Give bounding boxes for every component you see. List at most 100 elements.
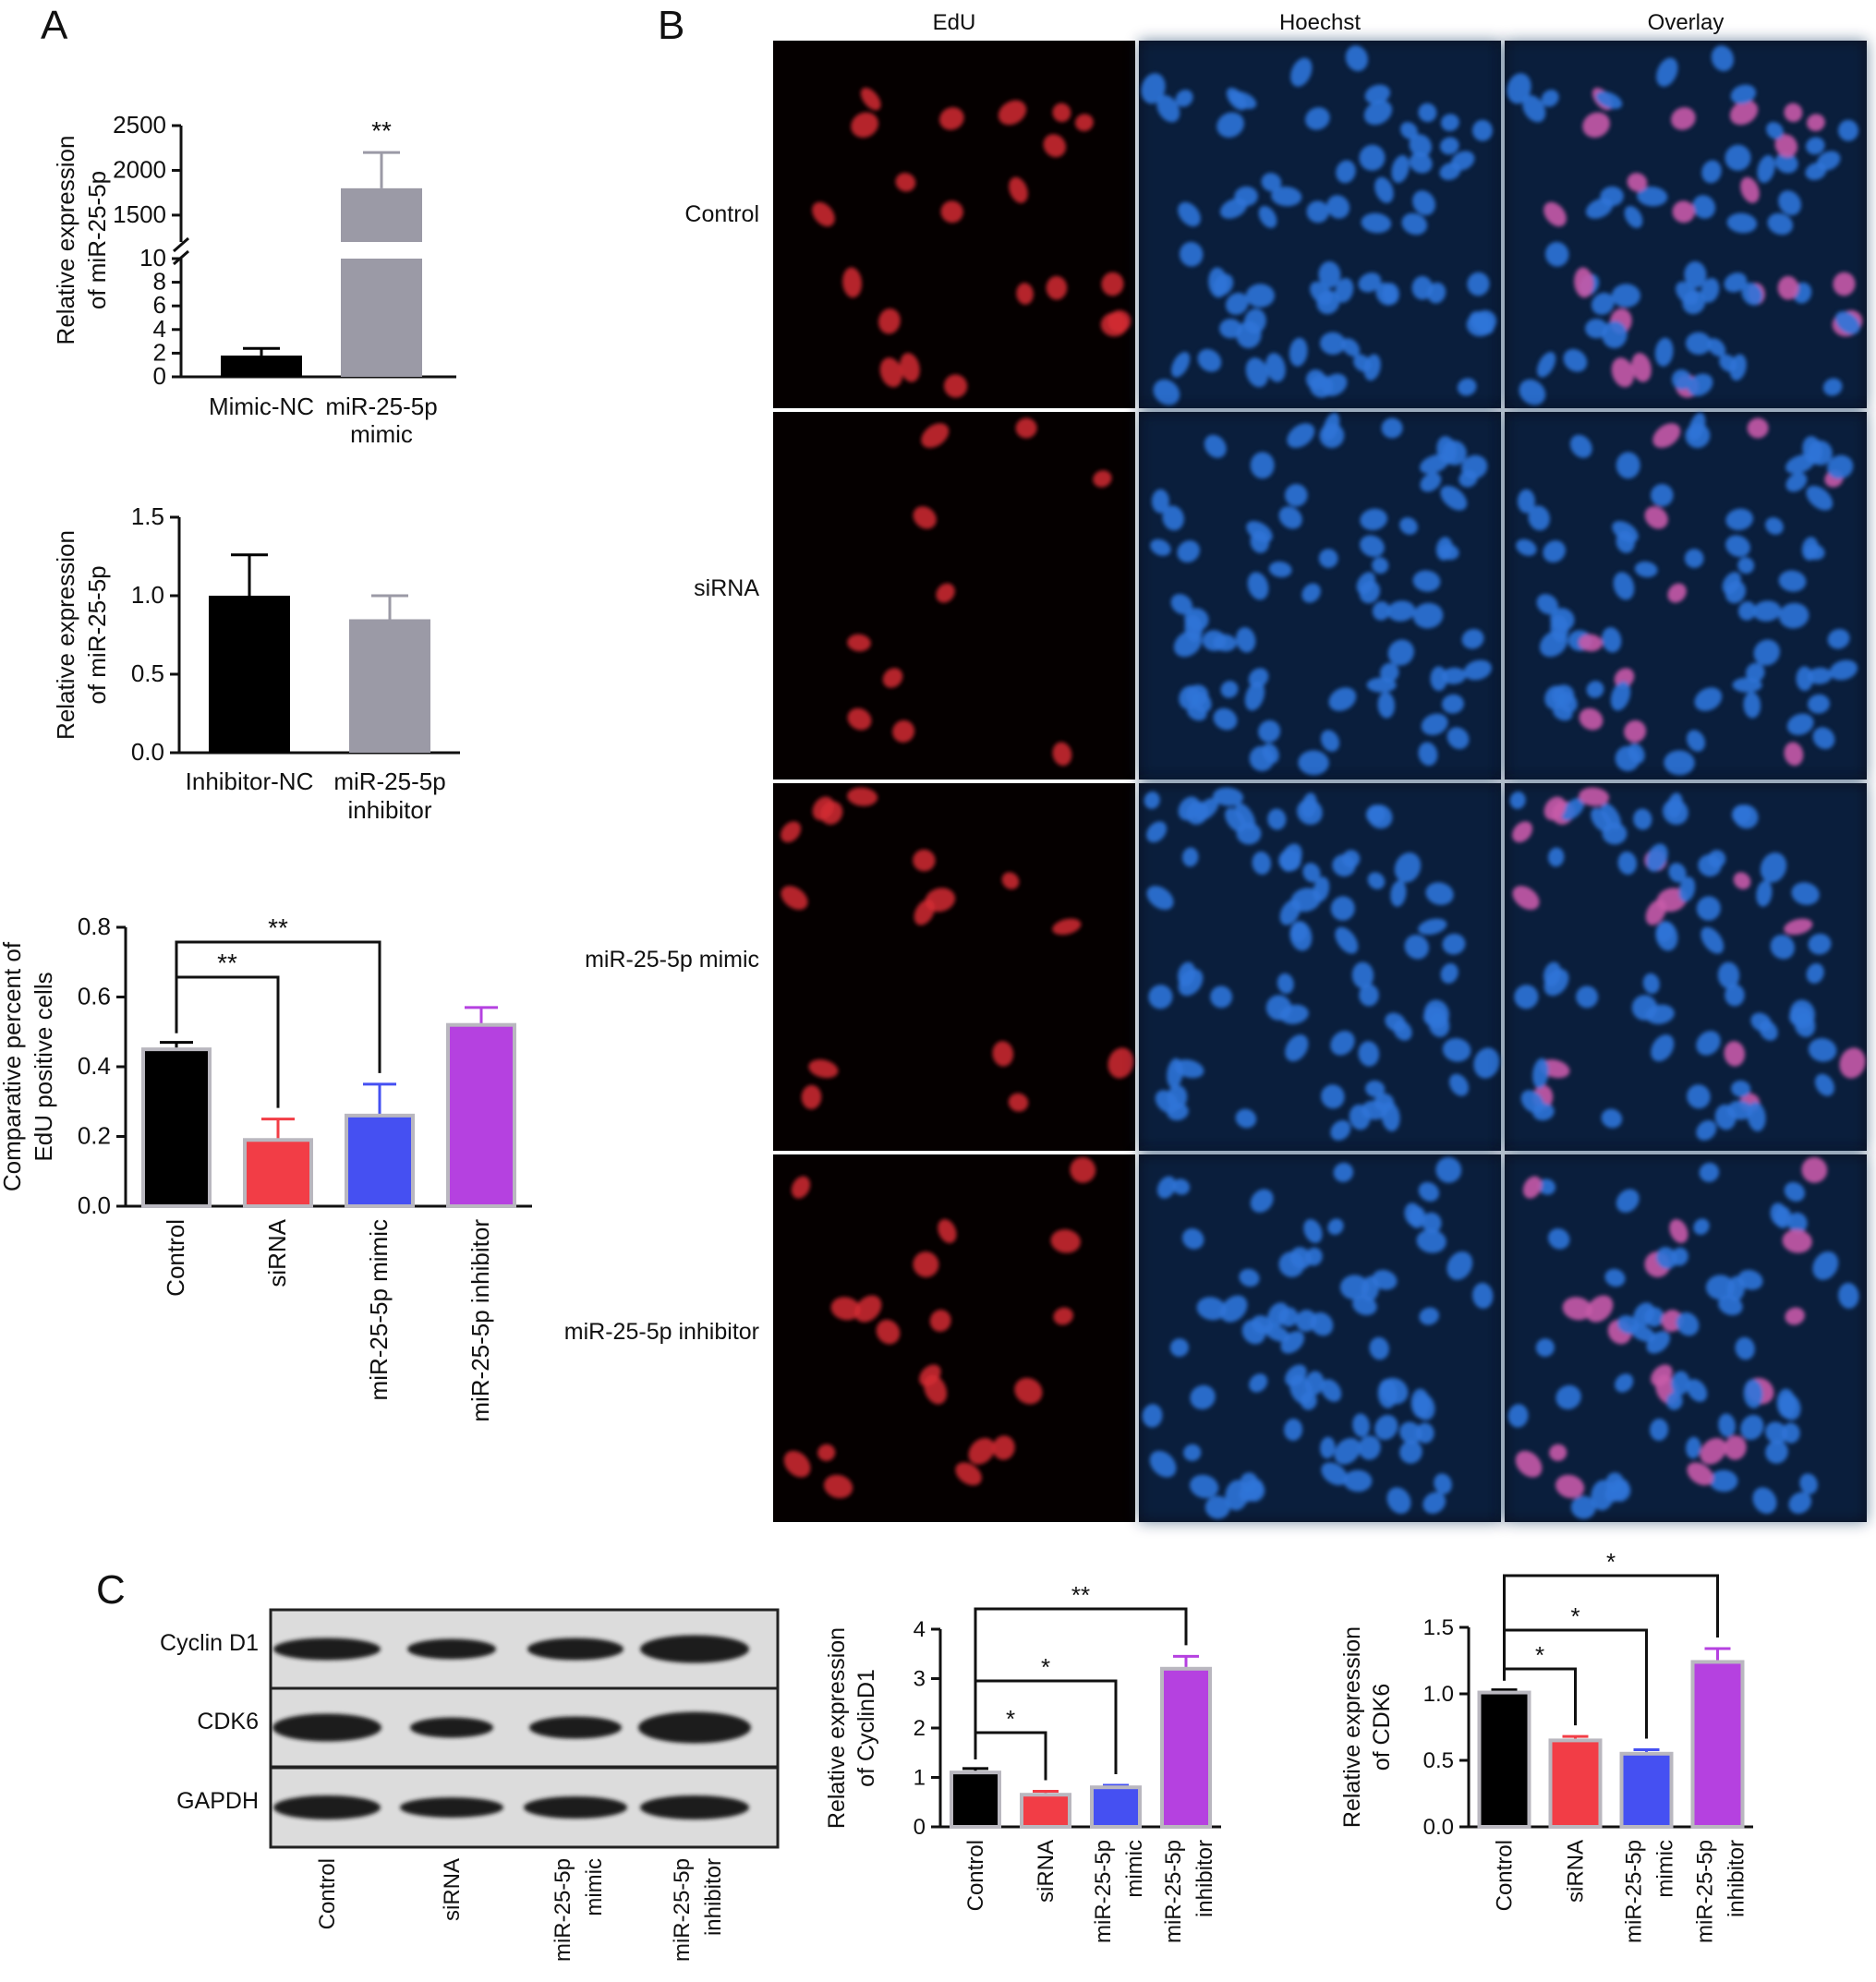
bar [341, 259, 422, 377]
lane-label: miR-25-5p [670, 1858, 695, 1962]
bars [950, 1654, 1212, 1830]
edu-nucleus [1016, 283, 1034, 305]
hoechst-nucleus [1170, 352, 1191, 378]
bar [345, 1113, 415, 1208]
hoechst-nucleus [1335, 278, 1354, 303]
bands-layer [273, 1795, 749, 1819]
column-headers: EdU Hoechst Overlay [933, 10, 1725, 35]
x-tick-label: Control [162, 1219, 189, 1297]
hoechst-nucleus [1461, 454, 1488, 479]
bar [1477, 1690, 1531, 1830]
edu-nucleus [919, 1364, 941, 1386]
overlay-nucleus [1701, 160, 1722, 184]
overlay-nucleus [1687, 373, 1713, 396]
hoechst-nucleus [1285, 1364, 1307, 1386]
edu-nucleus [892, 719, 915, 743]
edu-nucleus [929, 1310, 951, 1332]
hoechst-nucleus [1352, 1295, 1377, 1316]
overlay-nucleus [1672, 200, 1695, 224]
hoechst-nucleus [1150, 538, 1171, 556]
hoechst-nucleus [1245, 357, 1269, 388]
overlay-nucleus [1784, 103, 1803, 123]
hoechst-nucleus [1372, 557, 1389, 574]
significance-stars: * [1570, 1602, 1579, 1630]
hoechst-nucleus [1418, 103, 1437, 123]
row-label: miR-25-5p inhibitor [564, 1319, 759, 1345]
bars: ** [221, 116, 422, 377]
hoechst-nucleus [1375, 282, 1398, 306]
x-tick-label: Control [1493, 1840, 1518, 1911]
significance-stars: ** [217, 949, 237, 977]
overlay-nucleus [1725, 535, 1750, 558]
protein-band [527, 1638, 623, 1661]
x-label-group: miR-25-5p mimic [365, 1219, 393, 1400]
x-label-group: siRNA [1564, 1840, 1589, 1903]
significance-stars: ** [1071, 1581, 1090, 1609]
edu-nucleus [1101, 272, 1124, 296]
lane-label: Control [315, 1858, 340, 1929]
y-tick-label: 4 [914, 1617, 926, 1642]
edu-nucleus [1008, 1093, 1029, 1112]
overlay-nucleus [1735, 1336, 1755, 1360]
hoechst-nucleus [1413, 1393, 1435, 1420]
overlay-nucleus [1743, 692, 1761, 719]
lane-label-group: Control [315, 1858, 340, 1929]
column-header: EdU [933, 10, 976, 35]
nuclei-layer [812, 87, 1132, 398]
column-header: Overlay [1648, 10, 1725, 35]
y-tick-label: 0.2 [78, 1122, 111, 1150]
nuclei-layer [847, 417, 1112, 767]
overlay-nucleus [1778, 190, 1802, 216]
edu-nucleus [879, 357, 903, 388]
significance-bracket [974, 1607, 1188, 1759]
overlay-nucleus [1669, 1219, 1688, 1243]
overlay-nucleus [1686, 730, 1706, 752]
hoechst-nucleus [1363, 100, 1393, 126]
hoechst-nucleus [1305, 369, 1326, 391]
edu-nucleus [913, 1251, 939, 1277]
lane-label-group: miR-25-5p inhibitor [670, 1858, 726, 1962]
significance-brackets: * * * [1503, 1548, 1719, 1739]
bar [209, 596, 290, 753]
edu-nucleus [817, 1444, 836, 1461]
overlay-nucleus [1724, 1041, 1746, 1067]
edu-nucleus [1009, 176, 1028, 203]
overlay-nucleus [1747, 417, 1769, 439]
blot-strip [269, 1766, 780, 1849]
x-tick-label: mimic [1122, 1840, 1147, 1898]
image-tile [773, 783, 1135, 1151]
edu-nucleus [895, 173, 916, 192]
y-label-group: Relative expression of CDK6 [1339, 1626, 1395, 1828]
cytoplasm-haze [1505, 41, 1867, 408]
nuclei-layer [1150, 412, 1492, 776]
hoechst-nucleus [1446, 727, 1470, 750]
overlay-nucleus [1512, 821, 1533, 843]
hoechst-nucleus [1219, 198, 1248, 219]
edu-nucleus [1014, 1377, 1043, 1405]
hoechst-nucleus [1409, 134, 1433, 158]
overlay-nucleus [1586, 1295, 1614, 1323]
microscopy-grid: EdU Hoechst Overlay Control siRNA miR-25-5p … [564, 10, 1869, 1524]
overlay-nucleus [1808, 933, 1832, 955]
panel-label-b: B [658, 3, 684, 48]
y-tick-label: 2000 [113, 155, 166, 183]
x-tick-labels: Control siRNA miR-25-5p mimic miR-25-5p inhib… [963, 1840, 1217, 1943]
y-axis-label-line: Relative expression [1339, 1626, 1365, 1828]
overlay-nucleus [1714, 1104, 1737, 1130]
hoechst-nucleus [1343, 1469, 1373, 1493]
hoechst-nucleus [1181, 1228, 1204, 1250]
hoechst-nucleus [1172, 1178, 1191, 1195]
x-label-group: Control [1493, 1840, 1518, 1911]
overlay-nucleus [1786, 713, 1814, 735]
cytoplasm-haze [1139, 1154, 1501, 1522]
overlay-nucleus [1709, 1469, 1738, 1493]
overlay-nucleus [1544, 685, 1567, 710]
hoechst-nucleus [1285, 483, 1308, 507]
hoechst-nucleus [1156, 1176, 1177, 1199]
protein-band [407, 1638, 496, 1660]
hoechst-nucleus [1450, 151, 1475, 171]
y-tick-label: 0.8 [78, 912, 111, 940]
overlay-nucleus [1652, 423, 1681, 448]
overlay-nucleus [1747, 1101, 1766, 1132]
